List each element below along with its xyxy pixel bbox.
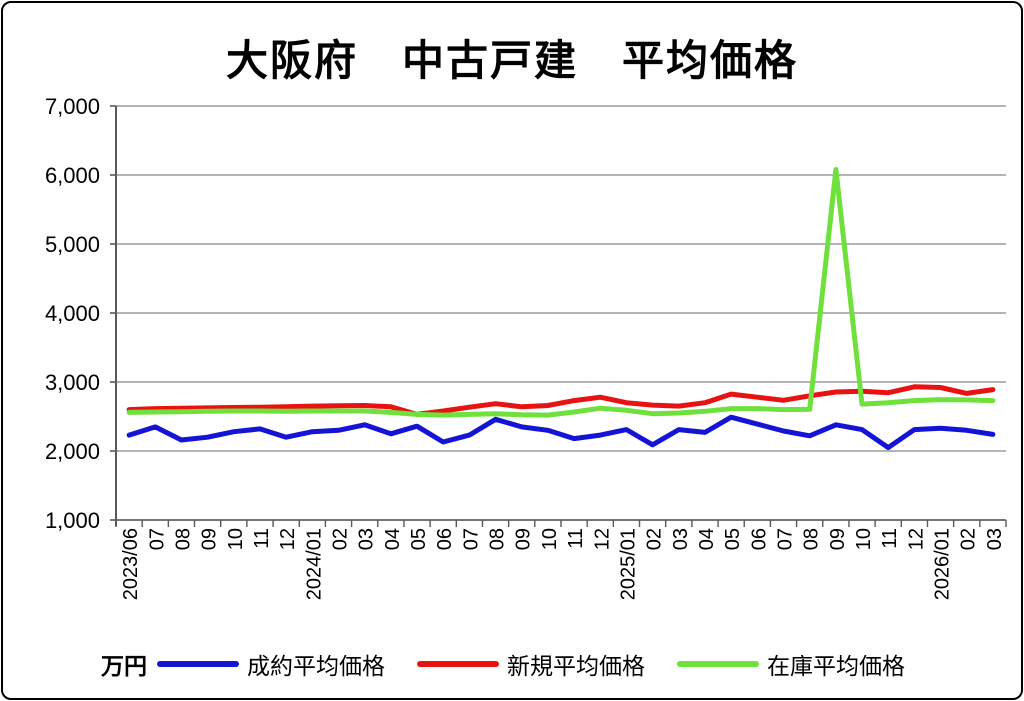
x-axis-tick-label: 11 [251, 528, 273, 549]
legend-label-contract: 成約平均価格 [247, 653, 385, 679]
x-axis-tick-label: 06 [434, 528, 456, 550]
green-line-swatch [677, 661, 759, 667]
x-axis-tick-label: 12 [905, 528, 927, 550]
x-axis-tick-label: 05 [408, 528, 430, 550]
x-axis-tick-label: 10 [539, 528, 561, 550]
x-axis-tick-label: 2025/01 [617, 528, 639, 600]
x-axis-tick-label: 2026/01 [932, 528, 954, 600]
legend-label-stock: 在庫平均価格 [767, 653, 905, 679]
red-line-swatch [417, 661, 499, 667]
y-axis-tick-label: 2,000 [45, 439, 100, 464]
x-axis-tick-label: 09 [827, 528, 849, 550]
x-axis-tick-label: 08 [801, 528, 823, 550]
x-axis-tick-label: 07 [460, 528, 482, 550]
x-axis-tick-label: 2024/01 [303, 528, 325, 600]
x-axis-tick-label: 04 [696, 528, 718, 550]
x-axis-tick-label: 02 [644, 528, 666, 550]
x-axis-tick-label: 06 [748, 528, 770, 550]
chart-title: 大阪府 中古戸建 平均価格 [225, 37, 798, 84]
x-axis-tick-label: 08 [172, 528, 194, 550]
x-axis-tick-label: 09 [513, 528, 535, 550]
series-line-1 [126, 384, 996, 417]
x-axis-tick-label: 04 [382, 528, 404, 550]
x-axis-tick-label: 11 [565, 528, 587, 549]
legend-item-new-price: 新規平均価格 [417, 647, 645, 681]
x-axis-tick-label: 02 [330, 528, 352, 550]
series-line-2 [126, 167, 996, 418]
x-axis-tick-label: 12 [591, 528, 613, 550]
x-axis-tick-label: 11 [879, 528, 901, 549]
unit-label: 万円 [101, 653, 147, 679]
blue-line-swatch [157, 661, 239, 667]
x-axis-tick-label: 07 [146, 528, 168, 550]
y-axis-tick-label: 1,000 [45, 508, 100, 533]
y-axis-tick-label: 4,000 [45, 301, 100, 326]
x-axis-tick-label: 08 [487, 528, 509, 550]
x-axis-tick-label: 12 [277, 528, 299, 550]
chart-legend: 万円 成約平均価格 新規平均価格 在庫平均価格 [101, 647, 937, 681]
x-axis-tick-label: 02 [958, 528, 980, 550]
x-axis-tick-label: 10 [853, 528, 875, 550]
x-axis-tick-label: 03 [670, 528, 692, 550]
x-axis-tick-label: 03 [356, 528, 378, 550]
x-axis-tick-label: 09 [199, 528, 221, 550]
legend-item-contract-price: 成約平均価格 [157, 647, 385, 681]
x-axis-tick-label: 05 [722, 528, 744, 550]
y-axis-tick-label: 3,000 [45, 370, 100, 395]
line-chart: 1,000 2,000 3,000 4,000 5,000 6,000 7,000 2023/… [45, 94, 1007, 600]
x-axis-tick-label: 10 [225, 528, 247, 550]
series-line-0 [126, 414, 996, 451]
legend-item-stock-price: 在庫平均価格 [677, 647, 905, 681]
y-axis-tick-label: 6,000 [45, 163, 100, 188]
y-axis-tick-label: 5,000 [45, 232, 100, 257]
y-axis-tick-label: 7,000 [45, 94, 100, 119]
legend-label-new: 新規平均価格 [507, 653, 645, 679]
x-axis-tick-label: 03 [984, 528, 1006, 550]
x-axis-tick-label: 07 [775, 528, 797, 550]
x-axis-tick-label: 2023/06 [120, 528, 142, 600]
